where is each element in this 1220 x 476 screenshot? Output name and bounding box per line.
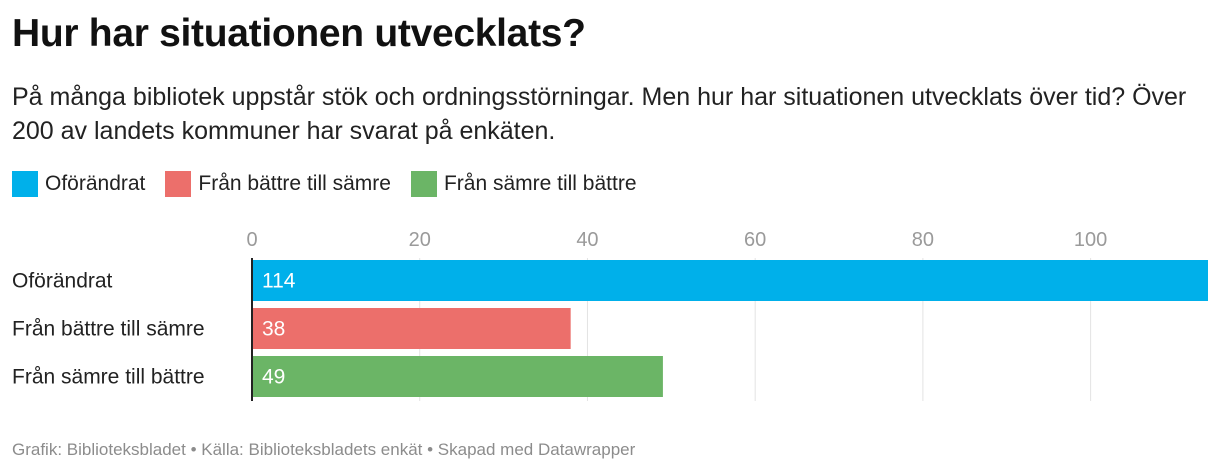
legend-item-unchanged: Oförändrat [12, 171, 145, 197]
category-label: Oförändrat [12, 270, 113, 293]
category-label: Från bättre till sämre [12, 318, 205, 341]
legend-label-worse: Från bättre till sämre [198, 172, 391, 195]
legend: Oförändrat Från bättre till sämre Från s… [12, 171, 657, 197]
legend-label-better: Från sämre till bättre [443, 172, 637, 195]
x-tick-label: 100 [1074, 229, 1107, 251]
x-tick-label: 0 [246, 229, 257, 251]
value-label: 114 [262, 270, 296, 293]
legend-swatch-better [410, 171, 437, 197]
chart-subtitle: På många bibliotek uppstår stök och ordn… [12, 83, 1187, 145]
x-tick-label: 80 [912, 229, 934, 251]
chart-title: Hur har situationen utvecklats? [12, 12, 586, 55]
bar [252, 356, 663, 397]
legend-swatch-unchanged [12, 171, 38, 197]
x-tick-label: 40 [576, 229, 598, 251]
category-label: Från sämre till bättre [12, 366, 205, 389]
chart-footer: Grafik: Biblioteksbladet • Källa: Biblio… [12, 440, 636, 459]
x-tick-label: 20 [409, 229, 431, 251]
value-label: 49 [262, 366, 285, 389]
value-label: 38 [262, 318, 285, 341]
bar [252, 260, 1208, 301]
bar [252, 308, 571, 349]
x-tick-label: 60 [744, 229, 766, 251]
bar-chart: 0 20 40 60 80 100 Oförändrat 114 Från bättre til… [12, 229, 1208, 401]
legend-swatch-worse [165, 171, 192, 197]
legend-item-worse: Från bättre till sämre [165, 171, 391, 197]
legend-label-unchanged: Oförändrat [45, 172, 146, 195]
legend-item-better: Från sämre till bättre [410, 171, 637, 197]
